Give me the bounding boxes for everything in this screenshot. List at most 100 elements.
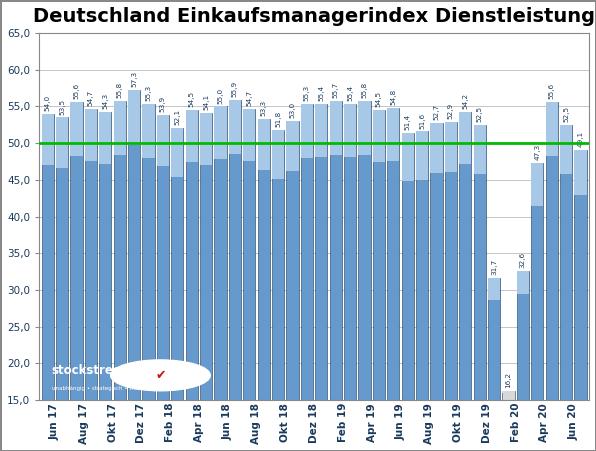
Bar [215, 106, 226, 400]
Bar [70, 102, 83, 156]
Text: 54,3: 54,3 [103, 92, 108, 109]
Text: 32,6: 32,6 [520, 252, 526, 268]
Bar [445, 122, 457, 400]
Bar [560, 125, 572, 400]
Bar [372, 110, 385, 400]
Text: 52,5: 52,5 [563, 106, 569, 122]
Text: 51,6: 51,6 [419, 112, 425, 129]
Text: 55,4: 55,4 [318, 84, 324, 101]
Text: 55,3: 55,3 [145, 85, 151, 101]
Text: 54,5: 54,5 [189, 91, 195, 107]
Text: 57,3: 57,3 [131, 70, 137, 87]
Text: 55,8: 55,8 [117, 82, 123, 98]
Bar [243, 109, 256, 400]
Bar [545, 102, 558, 156]
Bar [56, 118, 69, 168]
Bar [575, 150, 586, 400]
Text: 54,7: 54,7 [246, 90, 252, 106]
Text: unabhängig • strategisch • trefflicher: unabhängig • strategisch • trefflicher [52, 386, 156, 391]
Bar [473, 125, 486, 400]
Bar [502, 391, 514, 393]
Bar [531, 163, 544, 206]
Text: 52,9: 52,9 [448, 103, 454, 119]
Bar [85, 109, 97, 161]
Bar [459, 112, 471, 400]
Text: 54,7: 54,7 [88, 90, 94, 106]
Text: ✔: ✔ [155, 369, 166, 382]
Text: 54,8: 54,8 [390, 89, 396, 105]
Text: 53,0: 53,0 [290, 102, 296, 118]
Bar [229, 100, 241, 154]
Bar [301, 104, 313, 157]
Bar [459, 112, 471, 164]
Bar [301, 104, 313, 400]
Bar [42, 114, 54, 166]
Text: stockstreet.de: stockstreet.de [52, 364, 148, 377]
Bar [416, 131, 428, 180]
Bar [286, 121, 299, 171]
Bar [430, 124, 443, 400]
Bar [502, 391, 514, 400]
Bar [272, 130, 284, 179]
Bar [257, 119, 270, 170]
Circle shape [111, 360, 210, 391]
Bar [185, 110, 198, 162]
Bar [402, 133, 414, 400]
Bar [229, 100, 241, 400]
Text: 54,5: 54,5 [376, 91, 382, 107]
Bar [358, 101, 371, 400]
Text: 54,2: 54,2 [462, 93, 468, 110]
Bar [142, 104, 154, 157]
Bar [315, 104, 327, 157]
Bar [114, 101, 126, 400]
Text: 55,9: 55,9 [232, 81, 238, 97]
Bar [387, 108, 399, 161]
Bar [575, 150, 586, 195]
Bar [157, 115, 169, 400]
Text: 54,1: 54,1 [203, 94, 209, 110]
Title: Deutschland Einkaufsmanagerindex Dienstleistung: Deutschland Einkaufsmanagerindex Dienstl… [33, 7, 595, 26]
Bar [171, 128, 184, 400]
Text: 52,5: 52,5 [477, 106, 483, 122]
Bar [488, 277, 500, 299]
Bar [56, 118, 69, 400]
Text: 53,3: 53,3 [260, 100, 266, 116]
Bar [430, 124, 443, 173]
Bar [215, 106, 226, 159]
Bar [344, 104, 356, 157]
Bar [185, 110, 198, 400]
Bar [157, 115, 169, 166]
Bar [272, 130, 284, 400]
Bar [517, 271, 529, 294]
Bar [330, 101, 342, 400]
Bar [315, 104, 327, 400]
Text: 54,0: 54,0 [45, 95, 51, 111]
Text: 53,5: 53,5 [59, 98, 65, 115]
Text: 52,7: 52,7 [433, 104, 439, 120]
Bar [200, 113, 212, 165]
Bar [473, 125, 486, 175]
Bar [200, 113, 212, 400]
Bar [488, 277, 500, 400]
Text: 52,1: 52,1 [174, 109, 181, 125]
Bar [517, 271, 529, 400]
Bar [545, 102, 558, 400]
Bar [402, 133, 414, 181]
Text: 55,6: 55,6 [549, 83, 555, 99]
Bar [70, 102, 83, 400]
Text: 49,1: 49,1 [578, 131, 583, 147]
Text: 16,2: 16,2 [505, 372, 511, 388]
Text: 55,8: 55,8 [361, 82, 368, 98]
Bar [42, 114, 54, 400]
Bar [99, 111, 111, 164]
Text: 55,0: 55,0 [218, 87, 224, 104]
Bar [358, 101, 371, 155]
Text: 55,4: 55,4 [347, 84, 353, 101]
Bar [85, 109, 97, 400]
Text: 31,7: 31,7 [491, 258, 497, 275]
Bar [171, 128, 184, 177]
Bar [257, 119, 270, 400]
Bar [372, 110, 385, 162]
Bar [344, 104, 356, 400]
Bar [128, 90, 140, 146]
